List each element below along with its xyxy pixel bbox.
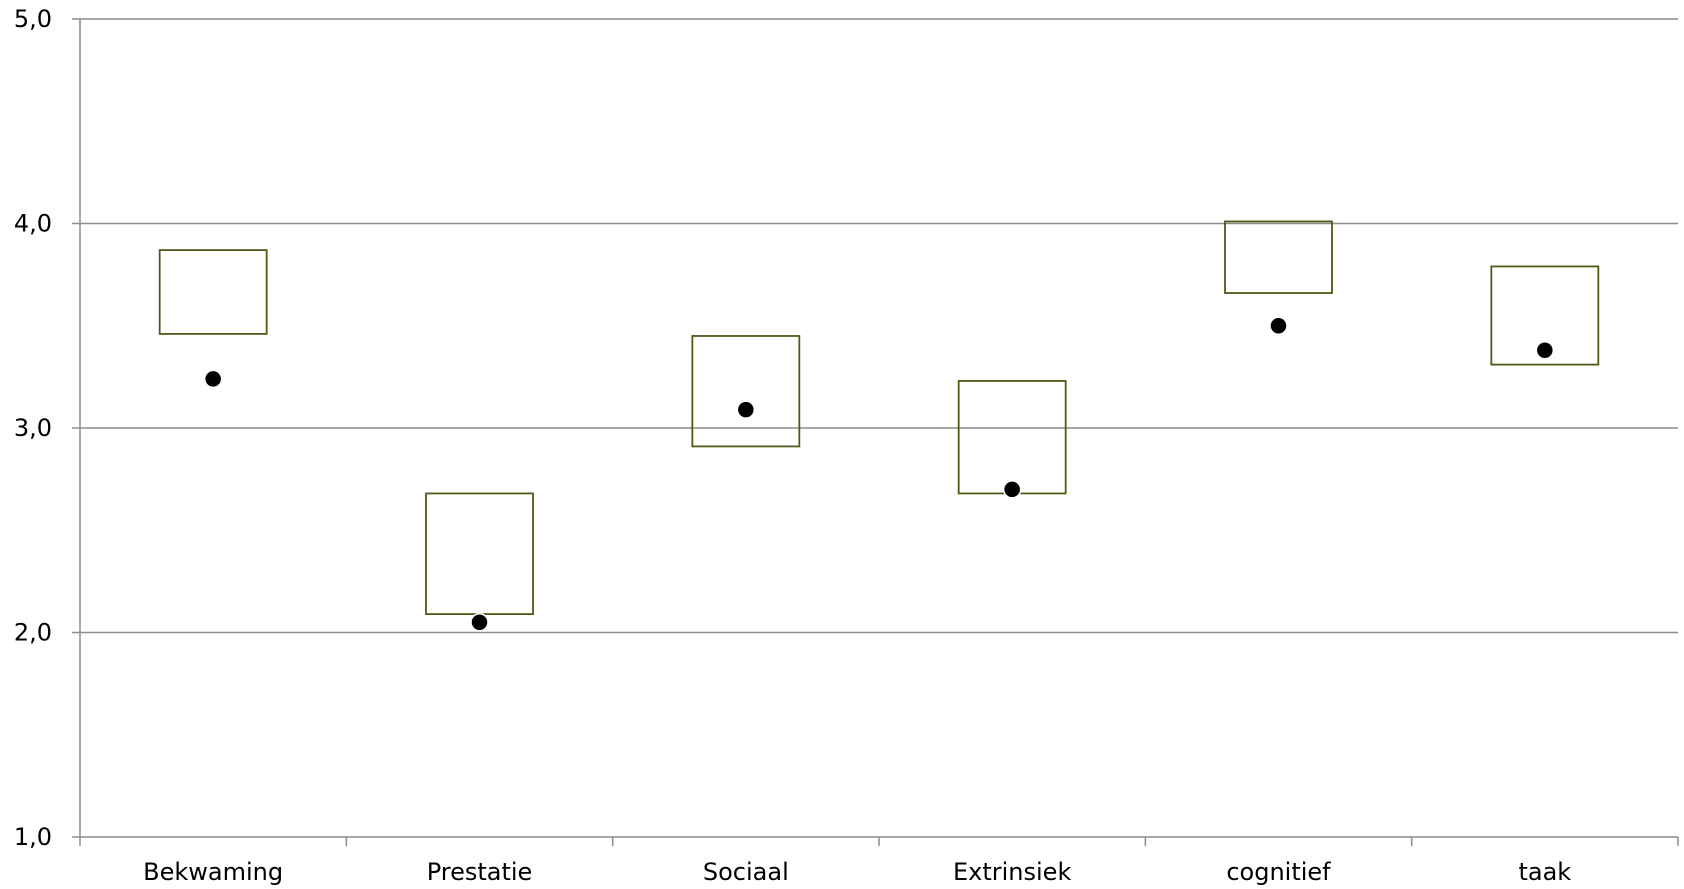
x-axis-category-label: Sociaal [703,858,789,886]
data-point [1002,480,1022,499]
x-axis-category-label: Bekwaming [143,858,283,886]
x-axis-category-labels: Bekwaming Prestatie Sociaal Extrinsiek cogni… [143,858,1571,886]
range-box [1490,265,1600,366]
x-axis-category-label: Prestatie [427,858,533,886]
y-axis-tick-label: 3,0 [14,414,52,442]
range-box [1224,220,1333,294]
data-point [736,400,756,419]
data-points [203,316,1555,632]
range-box [425,492,534,615]
y-axis-tick-label: 5,0 [14,5,52,33]
data-point [470,613,489,632]
range-boxes [158,220,1600,615]
range-box [158,249,268,335]
data-point [203,369,223,389]
range-box [957,380,1067,495]
y-axis-tick-label: 4,0 [14,210,52,238]
x-axis-category-label: taak [1518,858,1571,886]
gridlines [80,18,1678,634]
range-box [691,335,801,448]
x-axis-category-label: cognitief [1226,858,1331,886]
axes [72,18,1679,846]
y-axis-tick-label: 1,0 [14,823,52,851]
data-point [1269,316,1288,335]
x-axis-category-label: Extrinsiek [953,858,1071,886]
data-point [1535,341,1555,360]
y-axis-tick-label: 2,0 [14,619,52,647]
y-axis-tick-labels: 1,0 2,0 3,0 4,0 5,0 [14,5,52,851]
